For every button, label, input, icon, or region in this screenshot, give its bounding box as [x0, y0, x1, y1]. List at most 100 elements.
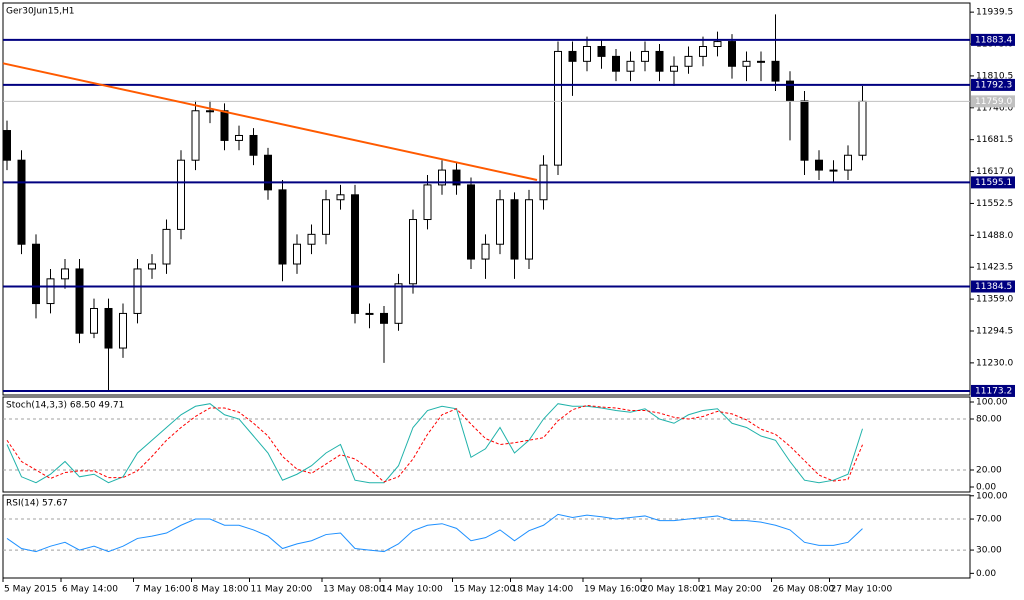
- candle-body: [206, 110, 214, 113]
- candle-body: [46, 278, 55, 305]
- y-tick-label: 11488.0: [976, 231, 1013, 241]
- y-tick-label: 0.00: [976, 569, 996, 579]
- candle-body: [583, 46, 591, 62]
- candle-body: [481, 243, 490, 260]
- x-tick-label: 11 May 20:00: [251, 585, 313, 595]
- candle-body: [336, 194, 345, 201]
- y-tick-label: 11423.5: [976, 263, 1013, 273]
- candle-body: [829, 169, 838, 172]
- candle-body: [452, 169, 461, 186]
- candle-body: [394, 283, 403, 324]
- candle-body: [249, 134, 258, 156]
- candle-body: [742, 60, 751, 67]
- candle-body: [568, 50, 577, 62]
- candle-body: [858, 100, 867, 156]
- trendline: [2, 62, 538, 181]
- candle-body: [655, 50, 664, 72]
- candle-body: [728, 41, 736, 67]
- candle-body: [380, 312, 388, 324]
- candle-body: [278, 189, 287, 265]
- level-label-box: [971, 78, 1015, 91]
- candle-body: [220, 110, 229, 141]
- y-tick-label: 11939.5: [976, 8, 1013, 18]
- level-label-box: [971, 176, 1015, 189]
- candle-body: [612, 55, 620, 72]
- candle-body: [119, 312, 127, 349]
- panel-frame: [2, 2, 971, 396]
- y-tick-label: 100.00: [976, 491, 1008, 501]
- x-tick-label: 5 May 2015: [4, 585, 57, 595]
- candle-body: [17, 159, 26, 245]
- candle-body: [554, 50, 562, 166]
- x-tick-label: 27 May 10:00: [831, 585, 893, 595]
- candle-body: [133, 268, 142, 314]
- y-tick-label: 11617.0: [976, 167, 1013, 177]
- x-tick-label: 7 May 16:00: [135, 585, 191, 595]
- y-tick-label: 11746.0: [976, 103, 1013, 113]
- panel-frame: [2, 494, 971, 579]
- candle-body: [626, 60, 635, 72]
- y-tick-label: 11681.5: [976, 135, 1013, 145]
- candle-body: [351, 194, 359, 314]
- candle-body: [423, 184, 432, 221]
- candle-body: [757, 60, 765, 63]
- candle-body: [641, 50, 649, 62]
- candle-body: [322, 199, 330, 235]
- y-tick-label: 100.00: [976, 398, 1008, 408]
- candle-body: [525, 199, 533, 260]
- candle-body: [496, 199, 504, 245]
- y-tick-label: 80.00: [976, 415, 1002, 425]
- level-label: 11883.4: [975, 35, 1012, 45]
- y-tick-label: 30.00: [976, 546, 1002, 556]
- candle-body: [510, 199, 519, 260]
- x-tick-label: 20 May 18:00: [642, 585, 704, 595]
- candle-body: [61, 268, 69, 280]
- x-tick-label: 8 May 18:00: [193, 585, 249, 595]
- level-label: 11595.1: [975, 178, 1012, 188]
- level-label-box: [971, 33, 1015, 46]
- candle-body: [670, 65, 678, 72]
- x-tick-label: 19 May 16:00: [584, 585, 646, 595]
- candle-body: [438, 169, 446, 186]
- level-label: 11384.5: [975, 282, 1012, 292]
- candle-body: [235, 134, 243, 141]
- candle-body: [844, 154, 852, 171]
- candle-body: [90, 307, 98, 334]
- x-tick-label: 21 May 20:00: [700, 585, 762, 595]
- candle-body: [191, 110, 200, 161]
- current-price-label: 11759.0: [975, 97, 1012, 107]
- candle-body: [293, 243, 301, 265]
- candle-body: [597, 46, 606, 57]
- indicator-line: [6, 404, 863, 483]
- panel-frame: [2, 396, 971, 493]
- x-tick-label: 18 May 14:00: [512, 585, 574, 595]
- panel-title: RSI(14) 57.67: [6, 499, 68, 509]
- x-tick-label: 14 May 10:00: [381, 585, 443, 595]
- candle-body: [177, 159, 185, 230]
- candle-body: [713, 41, 722, 48]
- level-label-box: [971, 384, 1015, 397]
- y-tick-label: 0.00: [976, 482, 996, 492]
- candle-body: [771, 60, 780, 82]
- panel-title: Stoch(14,3,3) 68.50 49.71: [6, 401, 124, 411]
- level-label: 11792.3: [975, 80, 1012, 90]
- y-tick-label: 11230.0: [976, 358, 1013, 368]
- y-tick-label: 11552.5: [976, 199, 1013, 209]
- candle-body: [32, 243, 40, 305]
- candle-body: [3, 130, 11, 161]
- candle-body: [815, 159, 823, 171]
- level-label: 11173.2: [975, 386, 1012, 396]
- y-tick-label: 20.00: [976, 465, 1002, 475]
- candle-body: [800, 100, 809, 161]
- panel-title: Ger30Jun15,H1: [6, 7, 75, 17]
- current-price-box: [971, 95, 1015, 108]
- x-tick-label: 6 May 14:00: [62, 585, 118, 595]
- candle-body: [365, 312, 374, 315]
- level-label-box: [971, 280, 1015, 293]
- candle-body: [148, 263, 156, 270]
- y-tick-label: 11359.0: [976, 295, 1013, 305]
- candle-body: [104, 307, 113, 349]
- y-tick-label: 11810.5: [976, 71, 1013, 81]
